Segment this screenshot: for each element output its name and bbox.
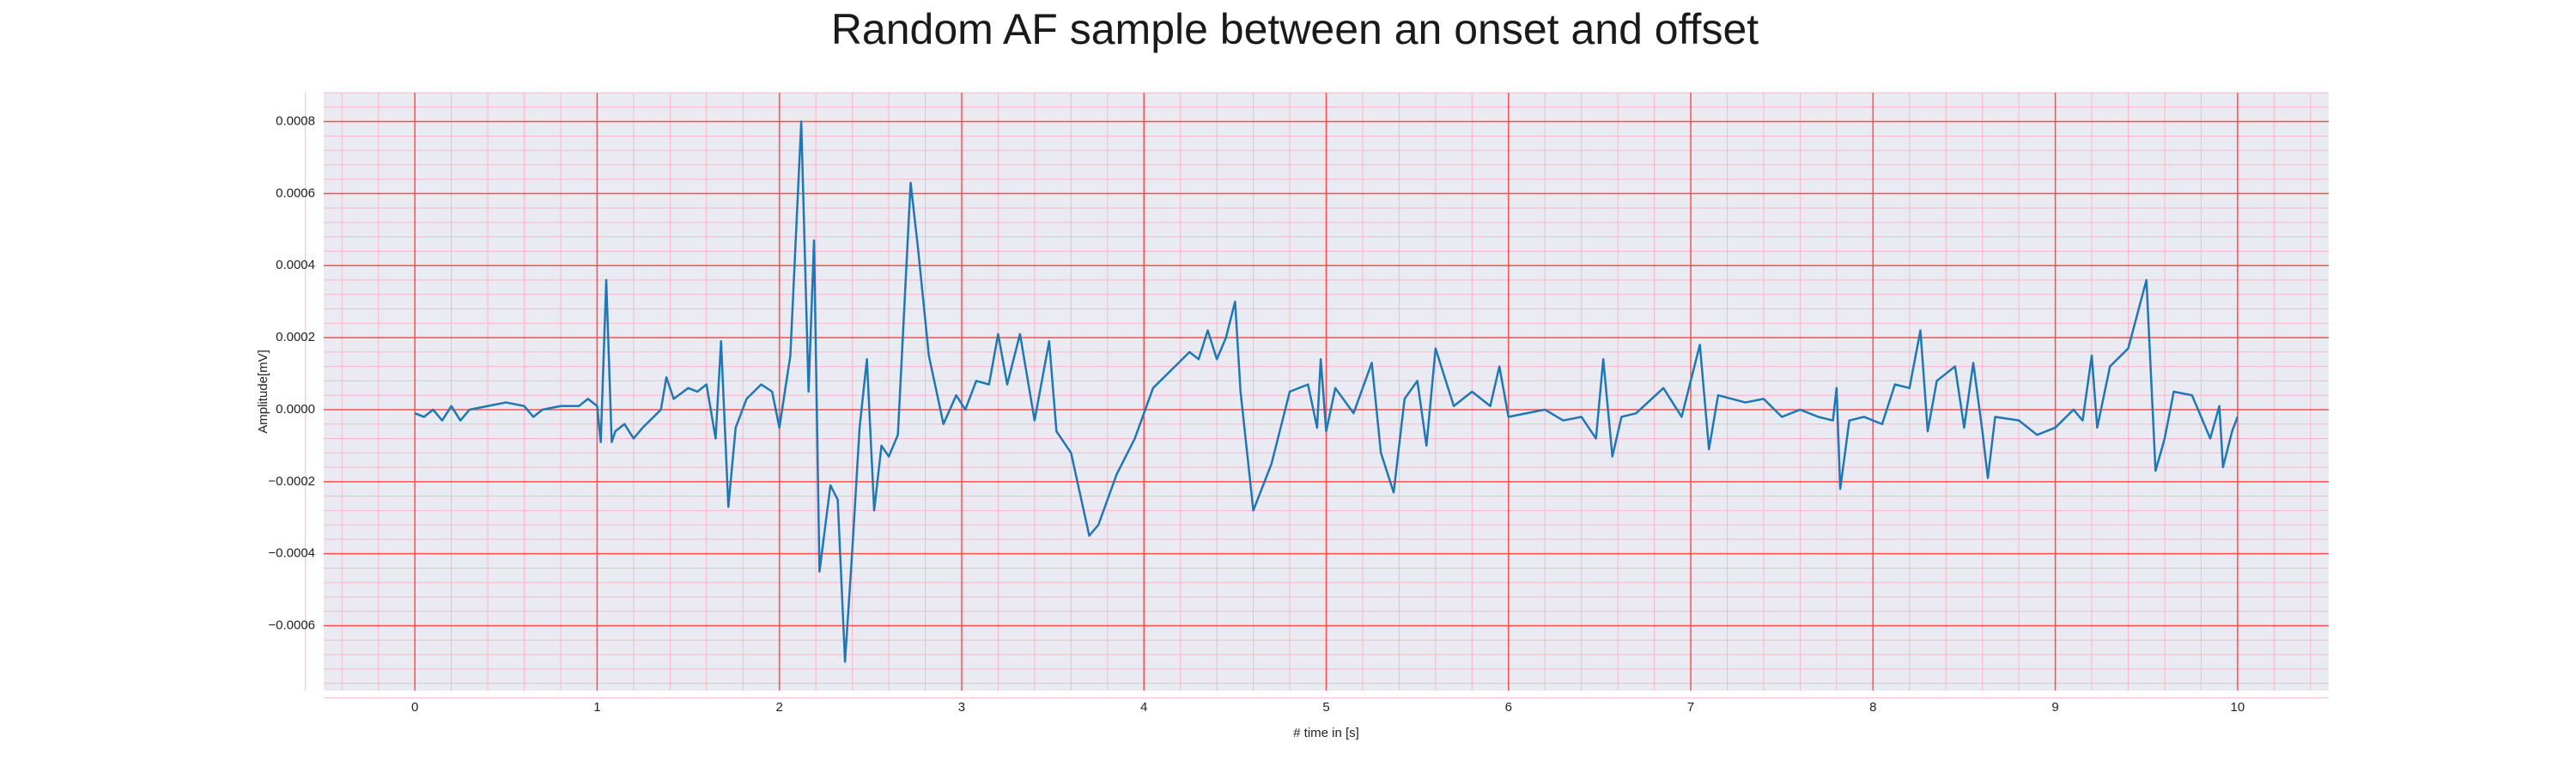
y-axis-label: Amplitude[mV] — [256, 350, 270, 434]
y-tick-label: 0.0004 — [276, 258, 315, 272]
x-tick-label: 10 — [2231, 700, 2245, 715]
y-tick-label: −0.0004 — [268, 546, 315, 561]
y-tick-label: 0.0008 — [276, 114, 315, 129]
chart-title: Random AF sample between an onset and of… — [831, 5, 1759, 53]
x-tick-label: 2 — [776, 700, 783, 715]
x-tick-label: 6 — [1505, 700, 1512, 715]
x-tick-label: 1 — [593, 700, 600, 715]
y-tick-label: 0.0002 — [276, 330, 315, 344]
x-tick-label: 8 — [1869, 700, 1876, 715]
y-tick-label: −0.0002 — [268, 474, 315, 489]
x-tick-label: 5 — [1322, 700, 1329, 715]
x-tick-label: 0 — [411, 700, 418, 715]
ecg-line — [414, 120, 2239, 663]
x-tick-label: 7 — [1687, 700, 1694, 715]
x-tick-label: 4 — [1140, 700, 1147, 715]
x-tick-label: 3 — [958, 700, 965, 715]
y-tick-label: 0.0000 — [276, 402, 315, 417]
x-tick-label: 9 — [2051, 700, 2058, 715]
x-axis-label: # time in [s] — [1293, 726, 1359, 740]
y-tick-label: 0.0006 — [276, 186, 315, 200]
y-tick-label: −0.0006 — [268, 618, 315, 632]
